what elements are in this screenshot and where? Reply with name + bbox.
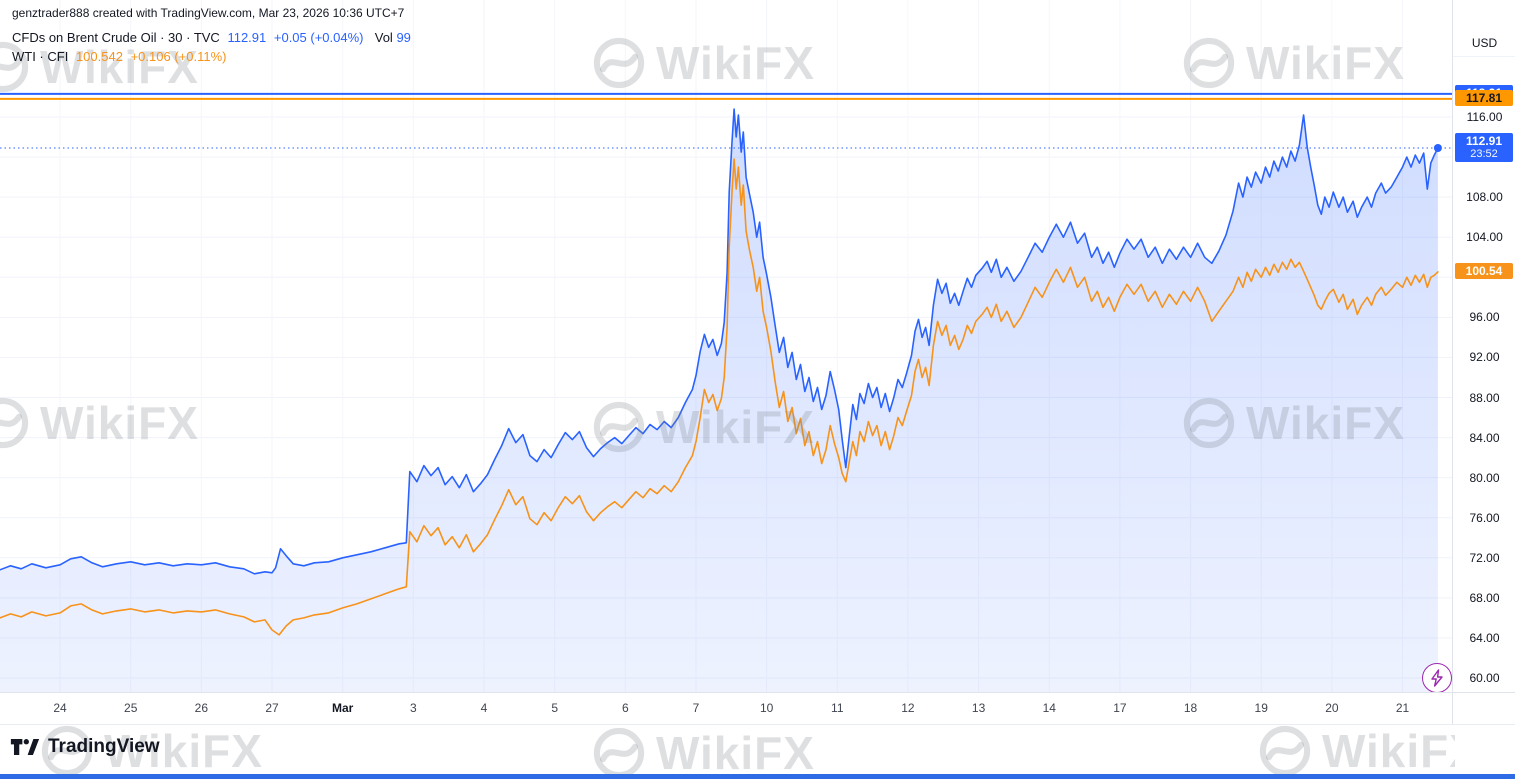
compare-symbol-title[interactable]: WTI · CFI (12, 49, 69, 65)
price-badge-100.54[interactable]: 100.54 (1455, 263, 1513, 280)
price-tick-label: 92.00 (1469, 350, 1500, 365)
footer-brand[interactable]: TradingView (10, 736, 160, 758)
wikifx-watermark-text: WikiFX (656, 727, 815, 779)
price-tick-label: 64.00 (1469, 630, 1500, 645)
date-label-21: 21 (1395, 701, 1410, 715)
chart-header: genztrader888 created with TradingView.c… (12, 6, 411, 69)
lightning-icon (1431, 669, 1443, 687)
volume-label: Vol (374, 30, 393, 45)
currency-label: USD (1453, 36, 1515, 57)
date-label-20: 20 (1325, 701, 1339, 715)
chart-plot-area[interactable] (0, 0, 1452, 692)
bottom-bar (0, 774, 1515, 779)
symbol-title[interactable]: CFDs on Brent Crude Oil · 30 · TVC (12, 30, 220, 45)
date-label-5: 5 (551, 701, 558, 715)
date-label-12: 12 (901, 701, 915, 715)
last-price-dot (1433, 144, 1442, 152)
price-tick-label: 80.00 (1469, 470, 1500, 485)
date-label-18: 18 (1183, 701, 1198, 715)
date-label-13: 13 (971, 701, 986, 715)
brand-name: TradingView (48, 736, 160, 757)
date-label-11: 11 (831, 701, 844, 715)
price-tick-label: 72.00 (1469, 550, 1500, 565)
date-label-10: 10 (759, 701, 774, 715)
volume-value: 99 (396, 30, 411, 45)
price-tick-label: 104.00 (1466, 230, 1503, 245)
price-scale[interactable]: USD 116.00 108.00 104.00 96.00 92.00 88.00 84.… (1452, 0, 1515, 724)
symbol-last-price: 112.91 (227, 30, 267, 45)
wikifx-logo-icon (1259, 725, 1311, 777)
price-badge-112.91[interactable]: 112.91 23:52 (1455, 132, 1513, 163)
wikifx-watermark: WikiFX (592, 726, 815, 779)
date-label-14: 14 (1042, 701, 1056, 715)
price-tick-label: 68.00 (1469, 590, 1500, 605)
date-label-7: 7 (692, 701, 700, 715)
time-axis[interactable]: 24 25 26 27 Mar 3 4 5 6 7 10 11 12 13 14 17 18 19 20 21 (0, 692, 1452, 724)
brent-line (0, 108, 1439, 575)
footer-divider (0, 724, 1515, 725)
date-label-3: 3 (409, 701, 417, 715)
brent-area-fill (0, 109, 1438, 692)
price-tick-label: 84.00 (1469, 430, 1500, 445)
price-chart[interactable] (0, 0, 1452, 692)
date-label-27: 27 (265, 701, 279, 715)
date-label-25: 25 (124, 701, 138, 715)
wikifx-watermark-text: WikiFX (1322, 725, 1455, 777)
attribution-text: genztrader888 created with TradingView.c… (12, 6, 405, 20)
price-tick-label: 76.00 (1469, 510, 1500, 525)
date-label-19: 19 (1254, 701, 1268, 715)
price-tick-label: 60.00 (1469, 671, 1500, 685)
price-tick-label: 88.00 (1469, 390, 1500, 405)
date-label-24: 24 (53, 701, 67, 715)
price-tick-label: 116.00 (1466, 110, 1503, 124)
wikifx-logo-icon (593, 727, 645, 779)
time-axis-divider (0, 692, 1515, 693)
date-label-17: 17 (1113, 701, 1127, 715)
boost-button[interactable] (1422, 663, 1452, 693)
bar-countdown: 23:52 (1470, 147, 1498, 160)
date-label-4: 4 (480, 701, 488, 715)
compare-last-price: 100.542 (75, 49, 123, 65)
date-label-6: 6 (621, 701, 629, 715)
tradingview-logo (10, 739, 40, 755)
compare-change: +0.106 (+0.11%) (130, 49, 227, 65)
date-label-26: 26 (194, 701, 209, 715)
symbol-change: +0.05 (+0.04%) (273, 30, 364, 45)
price-tick-label: 108.00 (1466, 190, 1503, 205)
wti-line (0, 158, 1439, 636)
price-badge-117.81[interactable]: 117.81 (1455, 90, 1513, 107)
wikifx-watermark: WikiFX (1258, 724, 1455, 778)
date-label-Mar: Mar (332, 701, 354, 715)
price-tick-label: 96.00 (1469, 310, 1500, 325)
